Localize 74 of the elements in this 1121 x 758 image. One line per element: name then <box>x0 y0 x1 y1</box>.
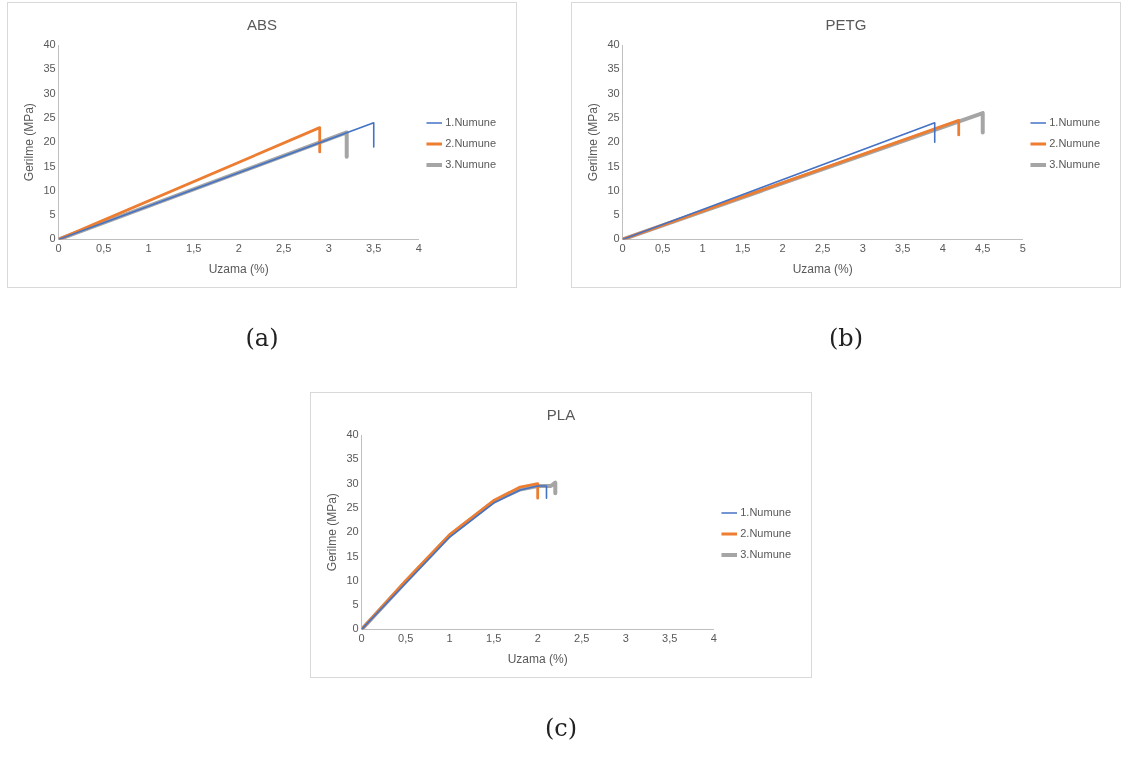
y-tick-label: 25 <box>43 110 56 123</box>
legend-label: 2.Numune <box>445 137 497 150</box>
chart-title: ABS <box>246 16 278 34</box>
legend-label: 2.Numune <box>740 527 792 540</box>
y-tick-label: 5 <box>352 598 359 611</box>
y-tick-label: 15 <box>346 549 359 562</box>
y-tick-label: 40 <box>346 428 359 441</box>
x-tick-label: 1,5 <box>486 632 502 645</box>
x-tick-label: 3,5 <box>662 632 678 645</box>
legend-label: 3.Numune <box>740 548 792 561</box>
y-tick-label: 10 <box>346 573 359 586</box>
legend-label: 3.Numune <box>445 158 497 171</box>
y-tick-label: 15 <box>43 159 56 172</box>
x-tick-label: 2 <box>235 242 242 255</box>
y-tick-label: 40 <box>607 38 620 51</box>
x-tick-label: 0,5 <box>655 242 671 255</box>
y-tick-label: 30 <box>607 86 620 99</box>
text: (a) <box>244 324 280 352</box>
y-tick-label: 0 <box>352 622 359 635</box>
x-tick-label: 4 <box>415 242 422 255</box>
x-axis-title: Uzama (%) <box>507 652 568 667</box>
chart-title: PLA <box>546 406 576 424</box>
x-tick-label: 1 <box>145 242 152 255</box>
y-tick-label: 20 <box>346 525 359 538</box>
x-tick-label: 1 <box>446 632 453 645</box>
y-tick-label: 40 <box>43 38 56 51</box>
y-tick-label: 25 <box>346 500 359 513</box>
y-tick-label: 0 <box>613 232 620 245</box>
y-tick-label: 35 <box>43 62 56 75</box>
y-tick-label: 20 <box>607 135 620 148</box>
y-tick-label: 35 <box>607 62 620 75</box>
y-axis-title: Gerilme (MPa) <box>585 103 600 182</box>
x-tick-label: 1,5 <box>735 242 751 255</box>
y-tick-label: 0 <box>49 232 56 245</box>
x-tick-label: 3 <box>622 632 629 645</box>
text: (c) <box>543 714 579 742</box>
x-tick-label: 3,5 <box>366 242 382 255</box>
y-tick-label: 25 <box>607 110 620 123</box>
x-tick-label: 1 <box>699 242 706 255</box>
y-tick-label: 5 <box>613 208 620 221</box>
x-tick-label: 3 <box>325 242 332 255</box>
y-tick-label: 30 <box>43 86 56 99</box>
x-tick-label: 3,5 <box>895 242 911 255</box>
y-axis-title: Gerilme (MPa) <box>21 103 36 182</box>
y-tick-label: 20 <box>43 135 56 148</box>
legend-label: 1.Numune <box>1049 116 1101 129</box>
legend-label: 3.Numune <box>1049 158 1101 171</box>
y-tick-label: 15 <box>607 159 620 172</box>
x-tick-label: 0,5 <box>398 632 414 645</box>
x-tick-label: 2 <box>534 632 541 645</box>
x-tick-label: 3 <box>859 242 866 255</box>
x-tick-label: 2,5 <box>815 242 831 255</box>
x-tick-label: 5 <box>1019 242 1026 255</box>
x-axis-title: Uzama (%) <box>208 262 269 277</box>
chart-title: PETG <box>825 16 867 34</box>
x-tick-label: 0,5 <box>96 242 112 255</box>
y-tick-label: 5 <box>49 208 56 221</box>
y-axis-title: Gerilme (MPa) <box>324 493 339 572</box>
x-tick-label: 4,5 <box>975 242 991 255</box>
x-tick-label: 2,5 <box>276 242 292 255</box>
legend-label: 1.Numune <box>740 506 792 519</box>
y-tick-label: 10 <box>607 183 620 196</box>
y-tick-label: 35 <box>346 452 359 465</box>
legend-label: 1.Numune <box>445 116 497 129</box>
x-tick-label: 1,5 <box>186 242 202 255</box>
text: (b) <box>827 324 865 352</box>
x-tick-label: 2,5 <box>574 632 590 645</box>
y-tick-label: 30 <box>346 476 359 489</box>
x-axis-title: Uzama (%) <box>792 262 853 277</box>
y-tick-label: 10 <box>43 183 56 196</box>
legend-label: 2.Numune <box>1049 137 1101 150</box>
x-tick-label: 2 <box>779 242 786 255</box>
x-tick-label: 4 <box>710 632 717 645</box>
x-tick-label: 4 <box>939 242 946 255</box>
